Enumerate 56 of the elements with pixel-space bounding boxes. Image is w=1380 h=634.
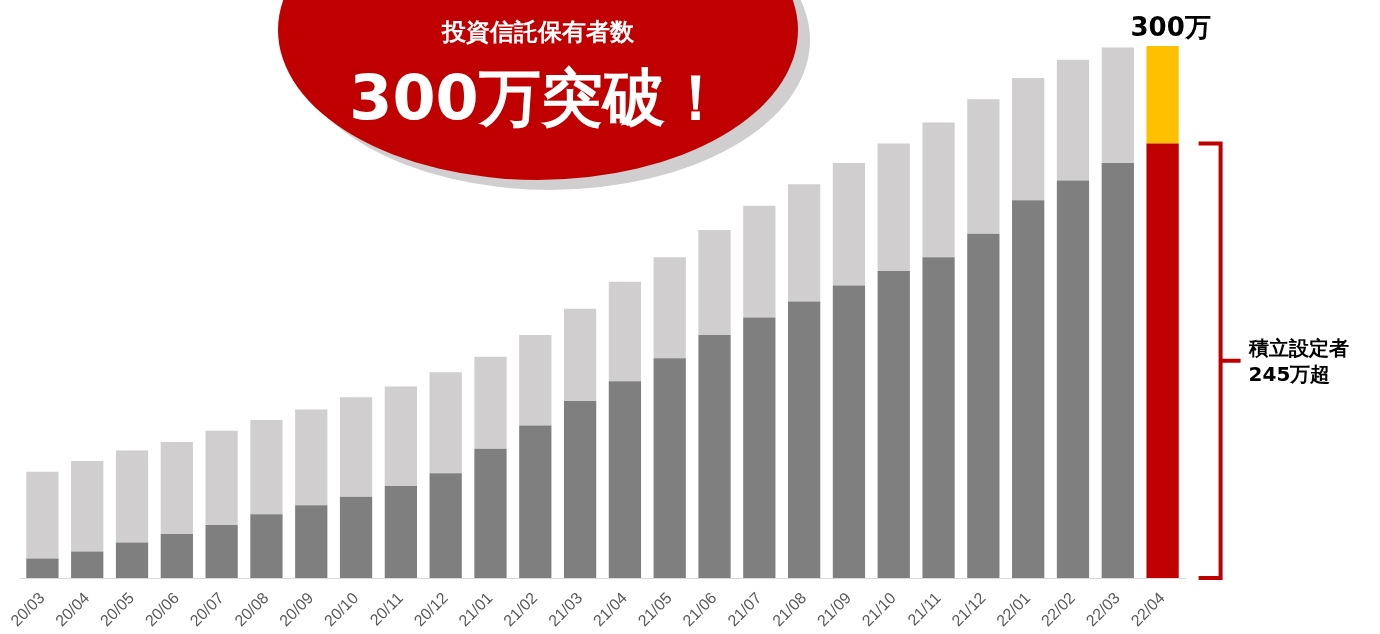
bar (384, 386, 417, 487)
bar (250, 514, 283, 579)
bar (698, 334, 731, 579)
bar (743, 205, 776, 318)
bar (71, 461, 104, 552)
bar (205, 524, 238, 579)
bar (26, 471, 59, 559)
bar (922, 257, 955, 579)
bar (1101, 163, 1134, 579)
chart-subtitle: 300万突破！ (348, 60, 728, 136)
bar (788, 301, 821, 579)
bar (160, 533, 193, 579)
annotation: 300万 (1130, 11, 1211, 42)
bar (429, 372, 462, 474)
bar (832, 163, 866, 286)
bar (339, 496, 373, 579)
bar (877, 143, 910, 272)
bar (160, 441, 193, 534)
bar (608, 381, 642, 579)
bar (922, 122, 955, 258)
bar (384, 486, 417, 579)
bar (788, 184, 821, 302)
bar (205, 430, 238, 525)
bar (474, 448, 507, 579)
bar (1146, 46, 1179, 144)
bar (519, 425, 552, 579)
bar (653, 358, 686, 579)
bar (429, 473, 462, 579)
bar (967, 99, 1000, 234)
bar (115, 542, 149, 579)
bar (519, 334, 552, 426)
bar (474, 356, 507, 449)
bar (339, 397, 373, 497)
bar (26, 558, 59, 579)
bar (563, 400, 597, 579)
bar (295, 409, 328, 506)
bar (743, 317, 776, 579)
bar (1101, 47, 1134, 164)
bar (295, 505, 328, 579)
bar (698, 230, 731, 335)
text: 積立設定者 245万超 (1248, 334, 1349, 387)
bar (832, 285, 866, 579)
bar (653, 257, 686, 359)
bar (115, 450, 149, 543)
bar (1056, 59, 1090, 181)
bar (877, 271, 910, 579)
bar (967, 233, 1000, 579)
bar (563, 308, 597, 401)
bar (1012, 77, 1045, 201)
bar (1056, 180, 1090, 579)
bar (608, 281, 642, 382)
chart-title: 投資信託保有者数 (440, 17, 635, 48)
bar (1012, 200, 1045, 579)
bar (1146, 143, 1179, 579)
bar (71, 551, 104, 579)
bar (250, 420, 283, 515)
